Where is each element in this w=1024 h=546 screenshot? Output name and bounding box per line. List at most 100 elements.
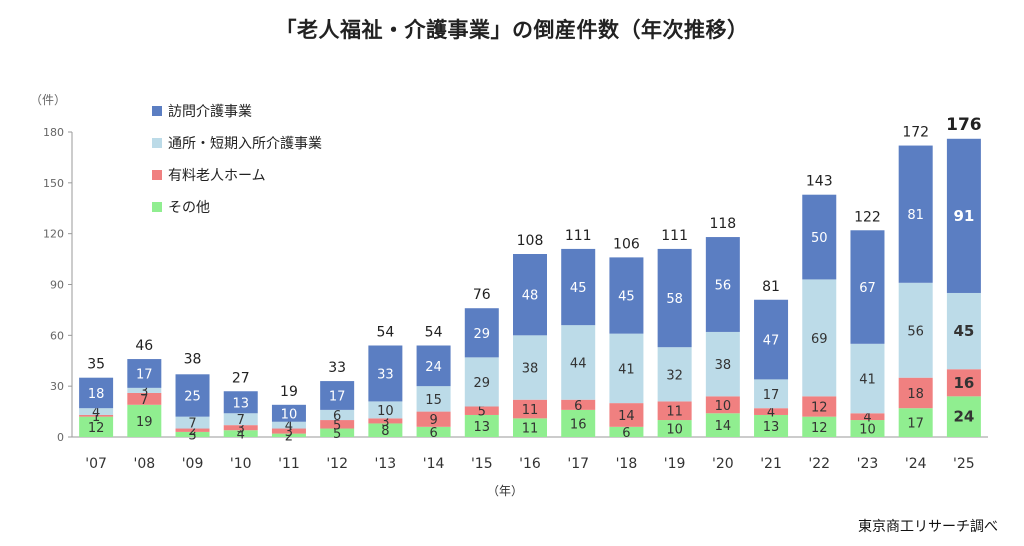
bar-segment [368, 418, 403, 424]
bar-segment [416, 345, 451, 387]
bar-segment [127, 359, 162, 388]
total-label: 19 [280, 384, 298, 400]
bar-segment [513, 399, 547, 419]
data-label: 4 [863, 411, 871, 426]
total-label: 111 [661, 228, 688, 244]
total-label: 27 [232, 370, 250, 386]
data-label: 6 [333, 409, 341, 424]
bar-segment [513, 254, 547, 336]
bar-segment [464, 406, 499, 415]
data-label: 67 [859, 281, 876, 296]
data-label: 16 [953, 374, 974, 392]
bar-segment [802, 416, 837, 437]
bar-segment [79, 377, 114, 409]
data-label: 48 [522, 289, 539, 304]
y-axis-label: （件） [30, 93, 66, 107]
legend-swatch [152, 170, 162, 180]
y-tick-label: 150 [43, 177, 64, 190]
legend-label: 訪問介護事業 [168, 104, 252, 120]
bar-segment [898, 145, 933, 283]
bar-segment [271, 404, 306, 422]
data-label: 17 [136, 367, 153, 382]
data-label: 3 [381, 415, 389, 430]
data-label: 10 [859, 423, 876, 438]
total-label: 111 [565, 228, 592, 244]
bar-segment [705, 237, 740, 332]
x-axis-label: （年） [487, 484, 523, 498]
data-label: 7 [140, 393, 148, 408]
data-label: 12 [811, 421, 828, 436]
bar-segment [850, 420, 885, 437]
y-tick-label: 120 [43, 228, 64, 241]
x-tick-label: '08 [133, 456, 155, 472]
data-label: 44 [570, 356, 587, 371]
source-note: 東京商工リサーチ調べ [858, 519, 998, 535]
data-label: 2 [285, 429, 293, 444]
bar-segment [79, 414, 114, 417]
bar-segment [802, 396, 837, 417]
data-label: 6 [574, 399, 582, 414]
bar-segment [175, 428, 210, 432]
data-label: 14 [618, 409, 635, 424]
data-label: 16 [570, 417, 587, 432]
data-label: 13 [232, 396, 249, 411]
legend-label: その他 [168, 200, 210, 216]
x-tick-label: '23 [857, 456, 879, 472]
data-label: 45 [618, 290, 635, 305]
total-label: 54 [425, 325, 443, 341]
bar-segment [223, 425, 258, 431]
data-label: 24 [425, 360, 442, 375]
data-label: 5 [333, 418, 341, 433]
data-label: 41 [618, 362, 635, 377]
total-label: 118 [709, 216, 736, 232]
data-label: 32 [666, 368, 683, 383]
data-label: 11 [666, 405, 683, 420]
legend-label: 有料老人ホーム [168, 168, 266, 184]
data-label: 19 [136, 415, 153, 430]
data-label: 58 [666, 292, 683, 307]
bar-segment [561, 399, 596, 410]
x-tick-label: '07 [85, 456, 107, 472]
bar-segment [609, 426, 644, 437]
total-label: 106 [613, 236, 640, 252]
data-label: 15 [425, 393, 442, 408]
bar-segment [464, 308, 499, 358]
bar-segment [657, 347, 692, 402]
total-label: 54 [376, 325, 394, 341]
bar-segment [464, 357, 499, 407]
bar-segment [223, 430, 258, 437]
data-label: 3 [285, 425, 293, 440]
y-tick-label: 180 [43, 126, 64, 139]
data-label: 18 [907, 387, 924, 402]
bar-segment [175, 416, 210, 429]
bar-segment [802, 194, 837, 280]
bar-segment [416, 426, 451, 437]
data-label: 13 [763, 420, 780, 435]
x-tick-label: '10 [230, 456, 252, 472]
bar-segment [127, 387, 162, 393]
data-label: 24 [953, 408, 974, 426]
bar-segment [368, 423, 403, 437]
data-label: 5 [478, 405, 486, 420]
bar-segment [898, 377, 933, 409]
data-label: 1 [92, 410, 100, 425]
y-tick-label: 30 [50, 380, 64, 393]
bar-segment [609, 403, 644, 427]
bar-segment [705, 396, 740, 414]
bar-segment [175, 374, 210, 417]
data-label: 13 [474, 420, 491, 435]
total-label: 108 [517, 233, 544, 249]
bar-segment [513, 418, 547, 437]
x-tick-label: '15 [471, 456, 493, 472]
bar-segment [223, 413, 258, 426]
data-label: 7 [188, 417, 196, 432]
data-label: 91 [953, 207, 974, 225]
bar-segment [368, 401, 403, 419]
bar-segment [705, 413, 740, 437]
bar-segment [705, 331, 740, 397]
data-label: 50 [811, 231, 828, 246]
total-label: 122 [854, 209, 881, 225]
x-tick-label: '22 [808, 456, 830, 472]
data-label: 47 [763, 334, 780, 349]
total-label: 38 [184, 352, 202, 368]
